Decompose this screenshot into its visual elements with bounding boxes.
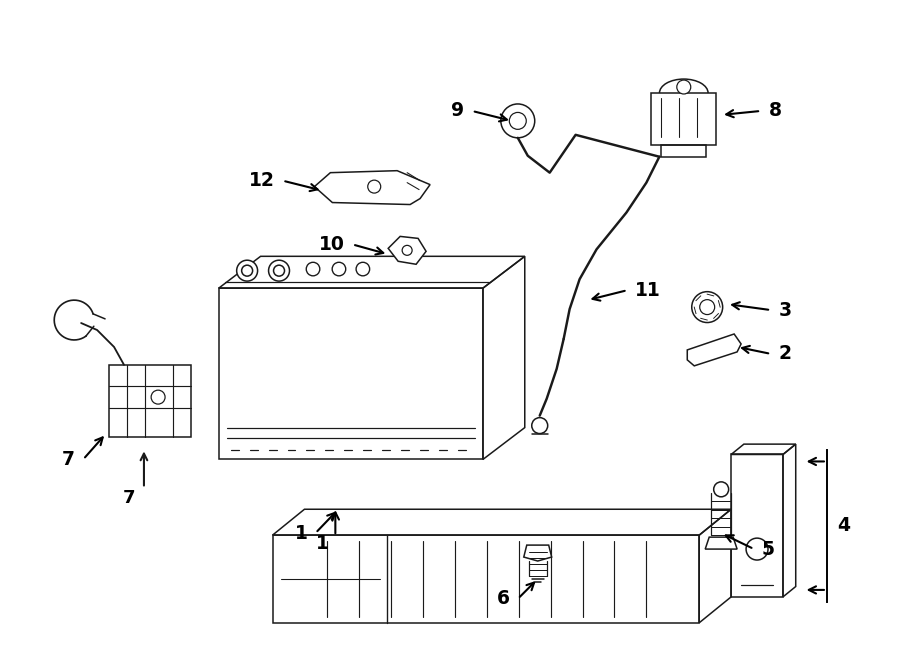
Polygon shape <box>524 545 552 561</box>
Text: 7: 7 <box>122 489 135 507</box>
Circle shape <box>532 418 548 434</box>
Polygon shape <box>388 236 426 264</box>
Circle shape <box>268 260 290 281</box>
Circle shape <box>692 292 723 322</box>
Polygon shape <box>688 334 741 366</box>
Circle shape <box>356 262 370 276</box>
Circle shape <box>332 262 346 276</box>
Text: 12: 12 <box>248 171 274 190</box>
Polygon shape <box>706 537 737 549</box>
Circle shape <box>368 180 381 193</box>
Circle shape <box>306 262 319 276</box>
Circle shape <box>677 80 691 94</box>
Text: 4: 4 <box>837 516 850 535</box>
Circle shape <box>500 104 535 138</box>
Circle shape <box>746 538 768 560</box>
Text: 7: 7 <box>62 450 76 469</box>
Circle shape <box>509 113 526 129</box>
Circle shape <box>714 482 729 496</box>
Circle shape <box>402 246 412 256</box>
Circle shape <box>699 300 715 314</box>
Circle shape <box>151 390 165 404</box>
Text: 9: 9 <box>451 101 464 120</box>
Text: 6: 6 <box>497 589 509 608</box>
Polygon shape <box>314 171 430 205</box>
Text: 5: 5 <box>762 540 775 559</box>
Text: 1: 1 <box>294 524 308 543</box>
Text: 1: 1 <box>316 534 328 553</box>
Text: 2: 2 <box>779 344 792 363</box>
Text: 3: 3 <box>779 301 792 320</box>
Circle shape <box>237 260 257 281</box>
Text: 8: 8 <box>769 101 782 120</box>
Text: 11: 11 <box>635 281 662 300</box>
Text: 10: 10 <box>319 235 345 254</box>
